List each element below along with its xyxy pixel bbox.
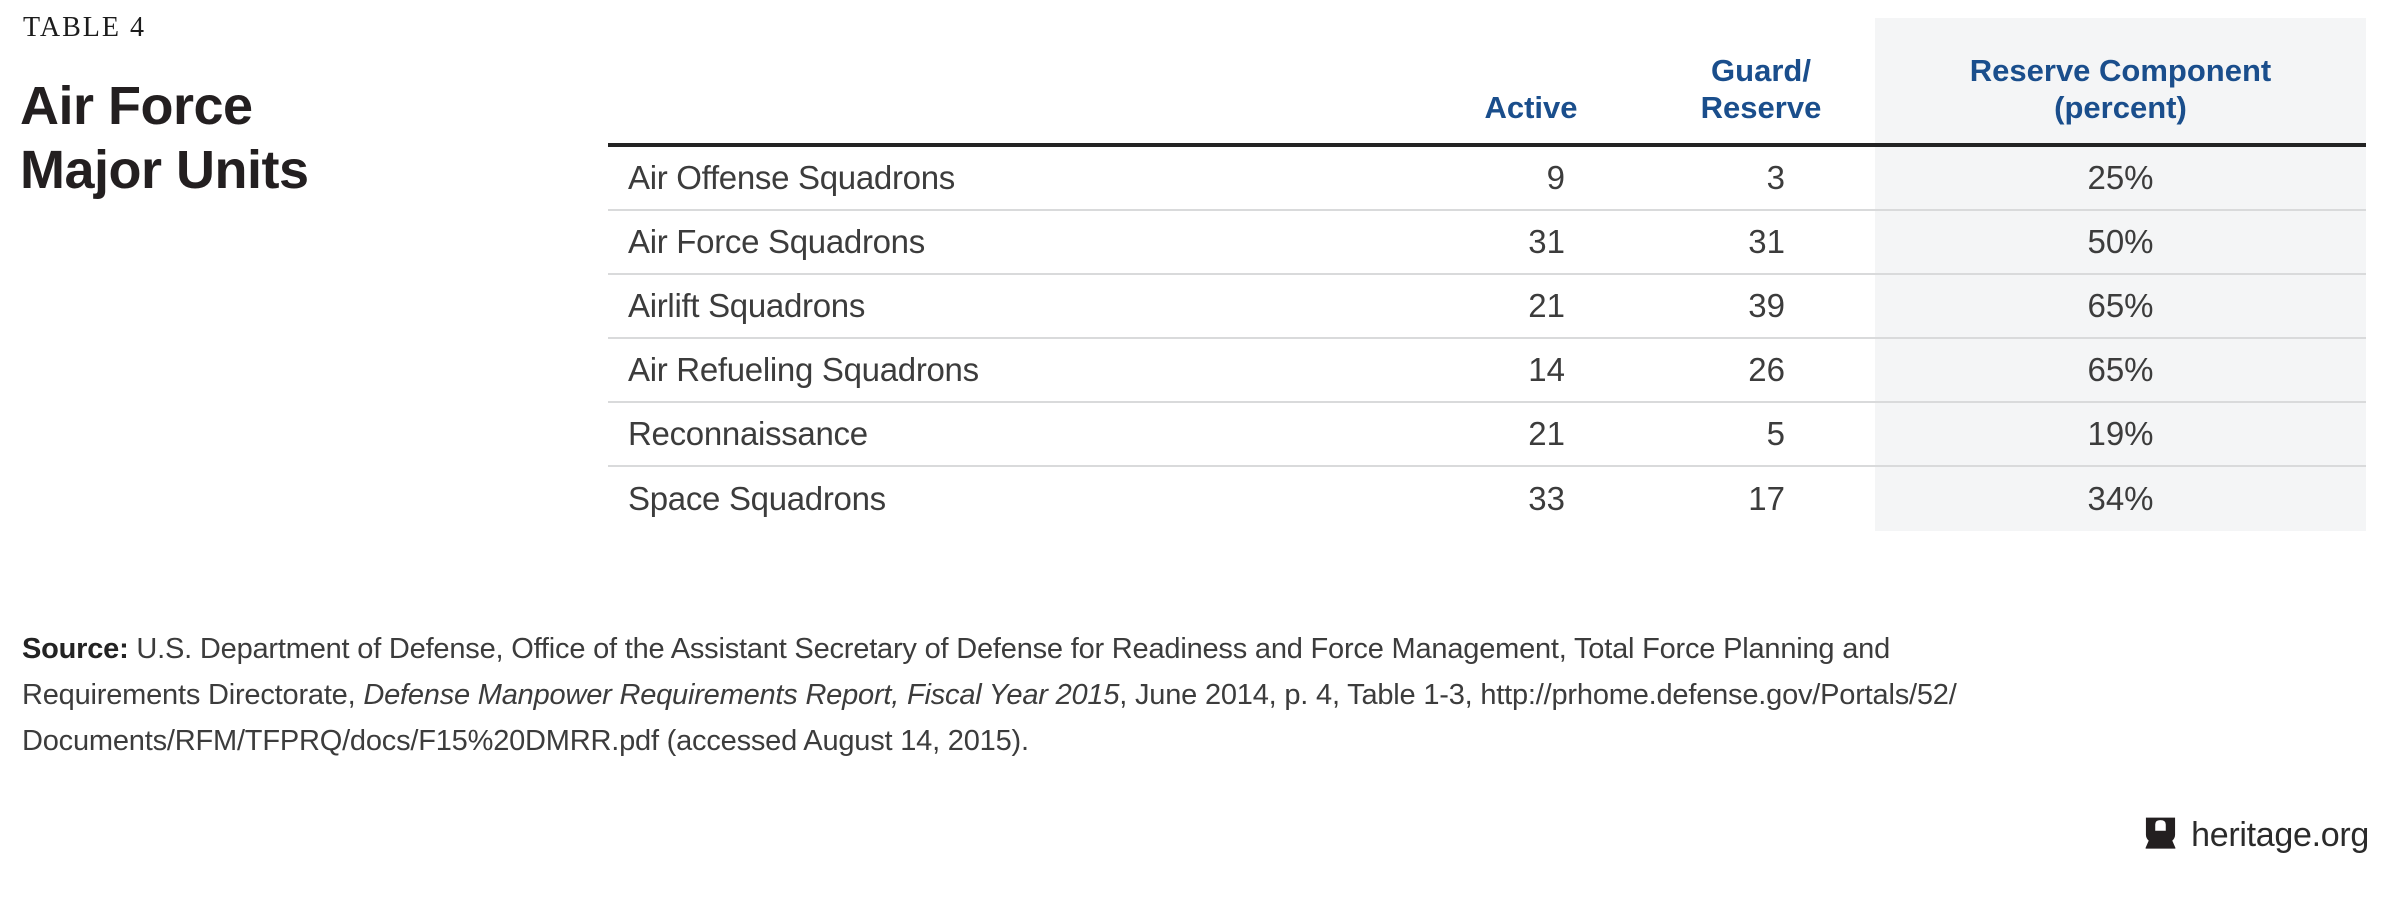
- page-title-line2: Major Units: [20, 140, 309, 200]
- active-value: 21: [1528, 415, 1565, 452]
- active-value: 31: [1528, 223, 1565, 260]
- row-label: Air Offense Squadrons: [628, 159, 955, 196]
- brand-text: heritage.org: [2191, 816, 2369, 854]
- data-table: Active Guard/ Reserve Reserve Component …: [608, 18, 2366, 531]
- source-line-2: Requirements Directorate, Defense Manpow…: [22, 679, 1957, 711]
- table-row: Space Squadrons 33 17 34%: [608, 467, 2366, 531]
- heritage-brand: heritage.org: [2145, 816, 2369, 855]
- guard-value: 31: [1748, 223, 1785, 260]
- percent-value: 65%: [2087, 287, 2154, 324]
- column-header-reserve-component: Reserve Component (percent): [1969, 53, 2272, 125]
- percent-value: 34%: [2087, 480, 2154, 517]
- table-row: Air Refueling Squadrons 14 26 65%: [608, 339, 2366, 403]
- active-value: 21: [1528, 287, 1565, 324]
- liberty-bell-icon: [2145, 817, 2176, 849]
- guard-value: 3: [1766, 159, 1785, 196]
- column-header-active: Active: [1484, 90, 1578, 125]
- percent-value: 19%: [2087, 415, 2154, 452]
- table-header-row: Active Guard/ Reserve Reserve Component …: [608, 18, 2366, 147]
- report-title-italic: Defense Manpower Requirements Report, Fi…: [363, 679, 1120, 711]
- guard-value: 17: [1748, 480, 1785, 517]
- percent-value: 25%: [2087, 159, 2154, 196]
- guard-value: 39: [1748, 287, 1785, 324]
- page-title: Air Force Major Units: [20, 74, 309, 202]
- table-row: Airlift Squadrons 21 39 65%: [608, 275, 2366, 339]
- source-citation: Source: U.S. Department of Defense, Offi…: [22, 626, 1957, 764]
- guard-value: 5: [1766, 415, 1785, 452]
- source-line-1: Source: U.S. Department of Defense, Offi…: [22, 633, 1890, 665]
- table-row: Air Offense Squadrons 9 3 25%: [608, 147, 2366, 211]
- percent-value: 50%: [2087, 223, 2154, 260]
- row-label: Air Force Squadrons: [628, 223, 925, 260]
- active-value: 9: [1546, 159, 1565, 196]
- table-row: Reconnaissance 21 5 19%: [608, 403, 2366, 467]
- column-header-guard-reserve: Guard/ Reserve: [1700, 53, 1822, 125]
- guard-value: 26: [1748, 351, 1785, 388]
- row-label: Reconnaissance: [628, 415, 868, 452]
- table-row: Air Force Squadrons 31 31 50%: [608, 211, 2366, 275]
- row-label: Space Squadrons: [628, 480, 886, 517]
- table-number-label: TABLE 4: [23, 12, 146, 43]
- row-label: Air Refueling Squadrons: [628, 351, 979, 388]
- page-title-line1: Air Force: [20, 76, 253, 136]
- row-label: Airlift Squadrons: [628, 287, 866, 324]
- percent-value: 65%: [2087, 351, 2154, 388]
- active-value: 33: [1528, 480, 1565, 517]
- active-value: 14: [1528, 351, 1565, 388]
- source-label: Source:: [22, 633, 129, 665]
- source-line-3: Documents/RFM/TFPRQ/docs/F15%20DMRR.pdf …: [22, 725, 1029, 757]
- column-header-empty: [608, 126, 1415, 143]
